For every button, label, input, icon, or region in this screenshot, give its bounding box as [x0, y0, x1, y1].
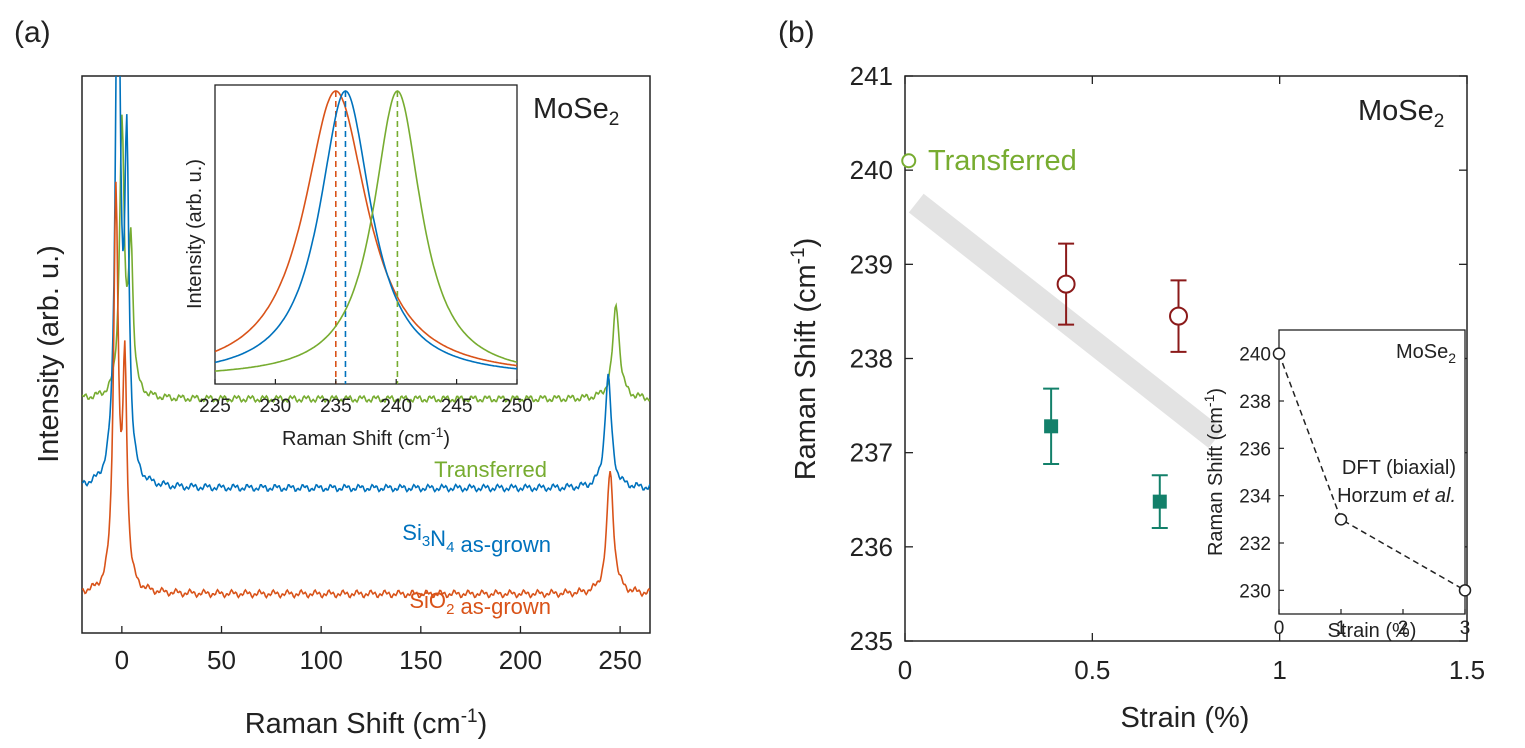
panel-b-x-tick-label-1: 0.5	[1074, 655, 1110, 685]
panel-a-x-tick-label-2: 100	[299, 645, 342, 675]
panel-b-series-1-point-1	[1169, 306, 1189, 326]
panel-a-inset-x-tick-label-2: 235	[320, 396, 352, 417]
panel-b-inset: 230 232 234 236 238 240 0 1 2 3 MoSe2 DFT (biaxi…	[1201, 329, 1472, 642]
panel-b-inset-point-2	[1458, 584, 1472, 597]
panel-a-x-tick-label-0: 0	[115, 645, 129, 675]
panel-a-inset: 225 230 235 240 245 250 Raman Shift (cm-1) In…	[184, 84, 533, 450]
panel-b-y-tick-label-1: 236	[850, 532, 893, 562]
panel-b-y-tick-label-4: 239	[850, 249, 893, 279]
panel-b-inset-y-tick-label-2: 234	[1239, 487, 1271, 508]
panel-a-inset-curve-1	[215, 90, 517, 370]
panel-b-x-axis-label: Strain (%)	[1121, 702, 1250, 734]
panel-b-inset-y-tick-label-1: 232	[1239, 534, 1271, 555]
panel-b-y-tick-label-2: 237	[850, 438, 893, 468]
panel-a-x-tick-label-4: 200	[499, 645, 542, 675]
panel-b-inset-material-label: MoSe2	[1396, 341, 1456, 366]
panel-a-x-axis-label: Raman Shift (cm-1)	[245, 706, 488, 740]
panel-b-inset-note-line1: DFT (biaxial)	[1342, 457, 1456, 479]
panel-a-x-tick-label-3: 150	[399, 645, 442, 675]
panel-a-inset-x-axis-label: Raman Shift (cm-1)	[282, 424, 450, 450]
panel-b-inset-y-axis-label: Raman Shift (cm-1)	[1201, 388, 1227, 556]
panel-b-inset-y-tick-label-4: 238	[1239, 392, 1271, 413]
panel-a-plot-frame	[81, 75, 651, 634]
panel-a-inset-y-axis-label: Intensity (arb. u.)	[184, 159, 206, 309]
panel-a-x-ticks: 0 50 100 150 200 250	[115, 626, 642, 675]
panel-b-inset-x-ticks: 0 1 2 3	[1274, 609, 1471, 639]
panel-a-inset-x-tick-label-4: 245	[441, 396, 473, 417]
panel-b: (b) 235 236 237 238 239 240 241 0 0.5 1 1.5 Strai…	[778, 16, 1485, 734]
panel-b-y-tick-label-0: 235	[850, 626, 893, 656]
panel-b-inset-points	[1272, 347, 1472, 597]
panel-b-inset-x-tick-label-3: 3	[1460, 618, 1471, 639]
panel-b-y-tick-label-3: 238	[850, 344, 893, 374]
panel-b-material-label: MoSe2	[1358, 95, 1444, 132]
panel-b-inset-note-line2: Horzum et al.	[1337, 485, 1456, 507]
panel-b-series-1-point-0	[1056, 274, 1076, 294]
panel-b-inset-dashed-line	[1278, 353, 1466, 591]
panel-b-inset-point-1	[1334, 513, 1348, 526]
panel-b-inset-y-tick-label-0: 230	[1239, 581, 1271, 602]
panel-b-inset-x-tick-label-2: 2	[1398, 618, 1409, 639]
panel-a-traces	[82, 76, 650, 600]
panel-a-inset-x-tick-label-3: 240	[380, 396, 412, 417]
panel-a-trace-2	[82, 181, 650, 600]
panel-b-series-0-point-0	[901, 153, 917, 169]
panel-a-trace-0	[82, 114, 650, 404]
panel-a-label: (a)	[14, 16, 51, 49]
panel-a-series-label-1: Si3N4 as-grown	[402, 520, 551, 557]
panel-a-material-label: MoSe2	[533, 93, 619, 130]
panel-b-inset-x-tick-label-0: 0	[1274, 618, 1285, 639]
panel-a-inset-x-tick-label-5: 250	[501, 396, 533, 417]
panel-b-series-2-point-0	[1044, 419, 1059, 434]
panel-a-series-label-2: SiO2 as-grown	[409, 588, 551, 619]
panel-a-inset-curve-0	[215, 90, 517, 367]
panel-a-x-tick-label-1: 50	[207, 645, 236, 675]
panel-a: (a) 0 50 100 150 200 250 Raman Shift (cm-1) I…	[14, 16, 651, 740]
panel-b-data-points	[901, 153, 1189, 529]
panel-b-x-tick-label-3: 1.5	[1449, 655, 1485, 685]
panel-b-series-2-point-1	[1152, 494, 1167, 509]
panel-a-trace-1	[82, 76, 650, 493]
panel-b-x-tick-label-2: 1	[1272, 655, 1286, 685]
panel-a-series-labels: Transferred Si3N4 as-grown SiO2 as-grown	[402, 457, 551, 619]
panel-b-y-tick-label-6: 241	[850, 61, 893, 91]
panel-b-y-tick-label-5: 240	[850, 155, 893, 185]
panel-a-x-tick-label-5: 250	[598, 645, 641, 675]
panel-a-inset-curves	[215, 90, 517, 384]
panel-b-inset-point-0	[1272, 347, 1286, 360]
panel-b-inset-y-tick-label-5: 240	[1239, 345, 1271, 366]
panel-b-inset-x-tick-label-1: 1	[1336, 618, 1347, 639]
panel-b-inset-y-tick-label-3: 236	[1239, 439, 1271, 460]
panel-b-transferred-label: Transferred	[928, 145, 1077, 177]
panel-a-inset-x-tick-label-0: 225	[199, 396, 231, 417]
panel-b-inset-y-ticks: 230 232 234 236 238 240	[1239, 345, 1284, 602]
panel-a-inset-curve-2	[215, 90, 517, 372]
panel-b-label: (b)	[778, 16, 815, 49]
panel-b-inset-x-axis-label: Strain (%)	[1328, 620, 1417, 642]
panel-b-inset-frame	[1278, 329, 1466, 615]
panel-a-inset-x-tick-label-1: 230	[260, 396, 292, 417]
panel-a-inset-x-ticks: 225 230 235 240 245 250	[199, 379, 533, 417]
panel-b-x-tick-label-0: 0	[898, 655, 912, 685]
panel-b-x-ticks: 0 0.5 1 1.5	[898, 76, 1485, 685]
panel-a-series-label-0: Transferred	[434, 457, 547, 482]
panel-b-y-ticks: 235 236 237 238 239 240 241	[850, 61, 1467, 656]
panel-b-y-axis-label: Raman Shift (cm-1)	[788, 238, 822, 481]
panel-a-y-axis-label: Intensity (arb. u.)	[33, 245, 65, 463]
